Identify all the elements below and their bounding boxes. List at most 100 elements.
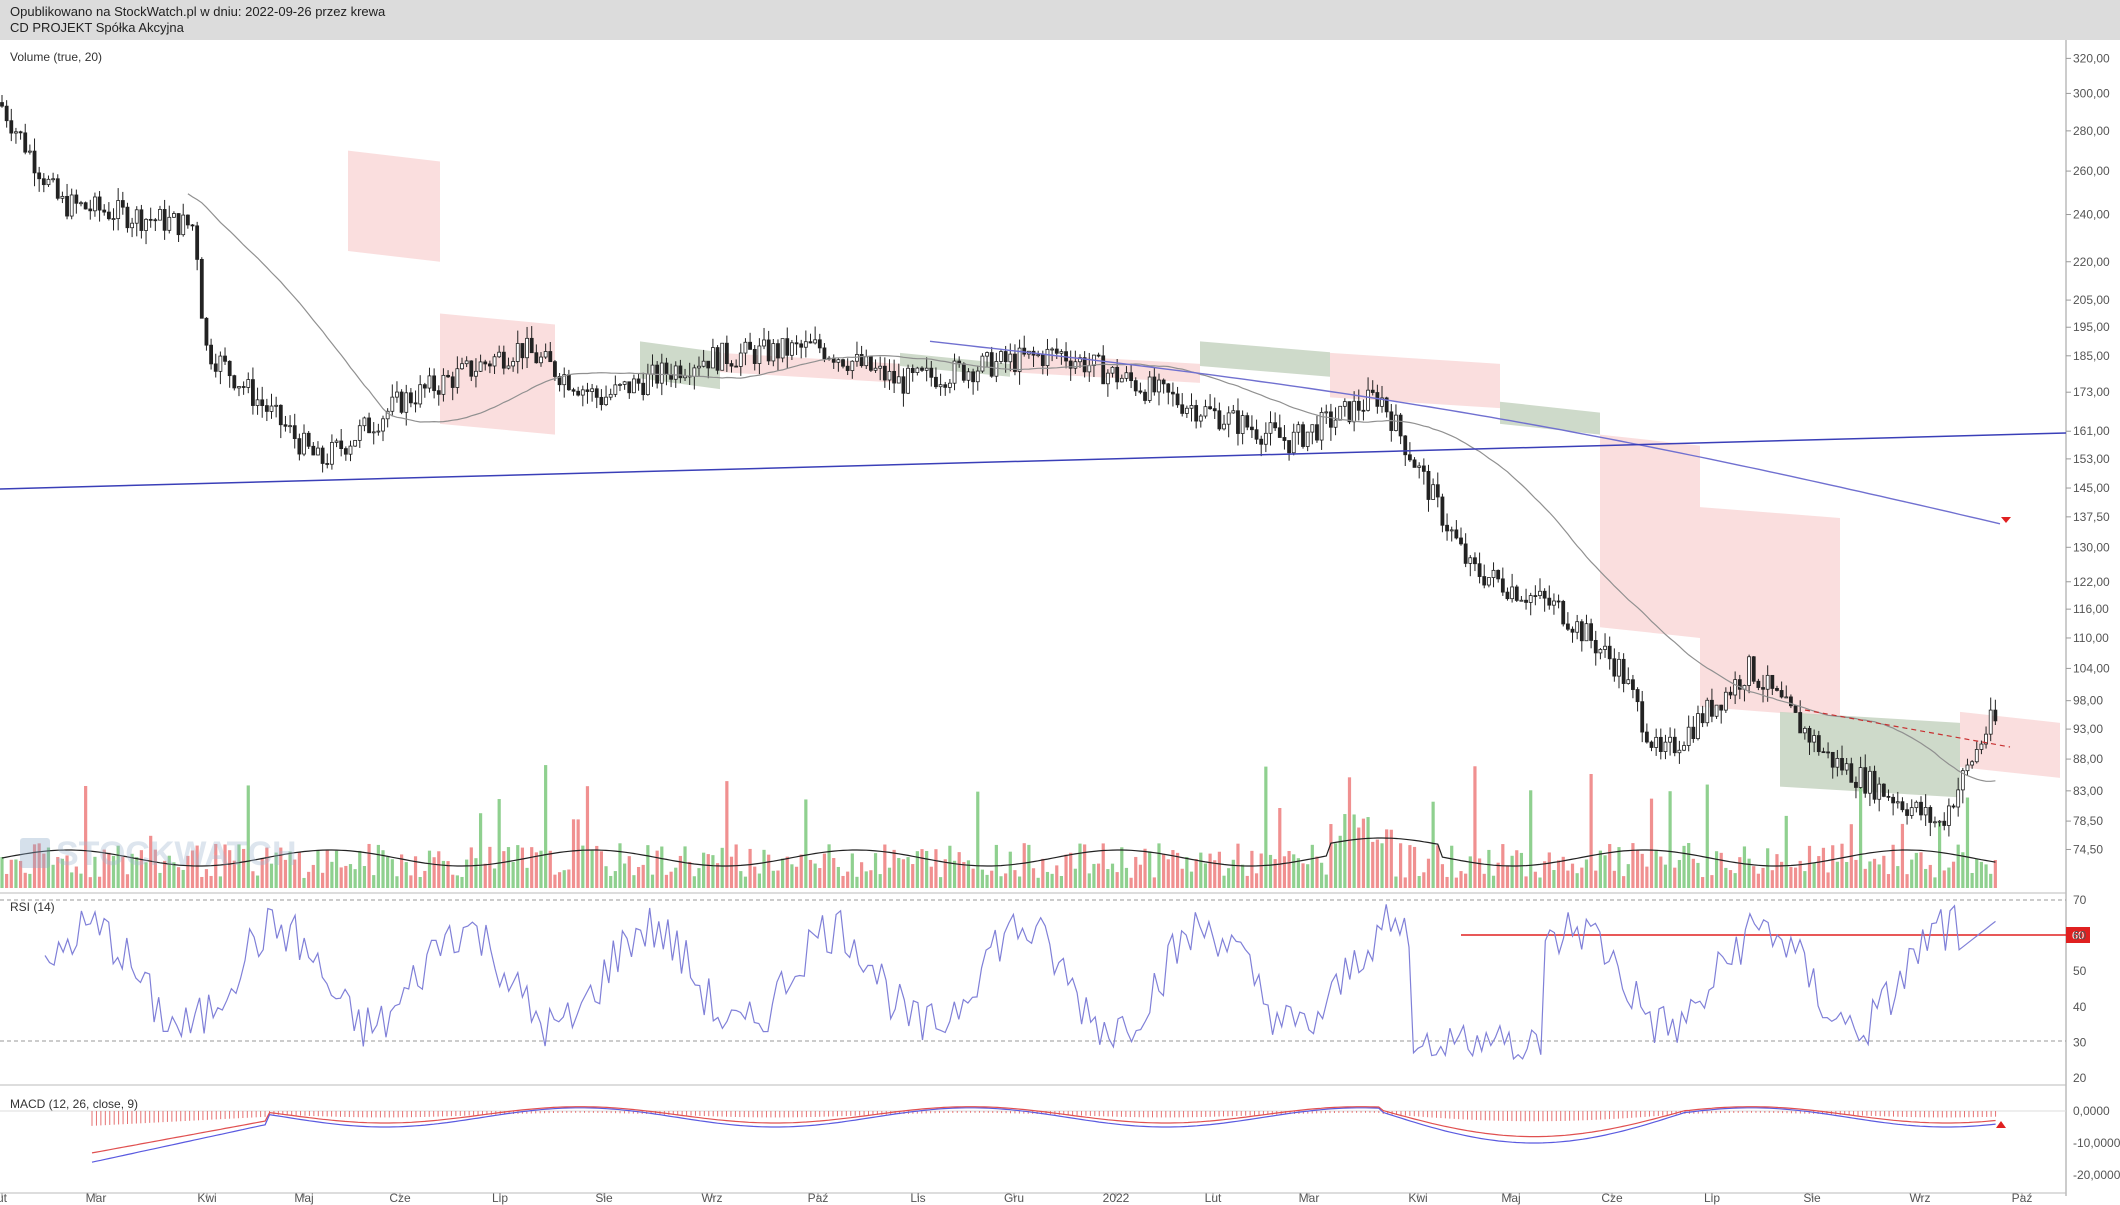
volume-bar: [1487, 849, 1491, 888]
volume-bar: [650, 874, 655, 888]
volume-bar: [130, 853, 134, 888]
candle: [1589, 618, 1594, 649]
cloud-segment: [1780, 711, 1960, 798]
price-tick-label: 116,00: [2073, 602, 2109, 616]
support-trend-line[interactable]: [0, 432, 2067, 490]
time-tick-label: Lut: [1205, 1191, 1222, 1205]
volume-bar: [1073, 868, 1077, 888]
candle: [153, 218, 158, 232]
candle: [297, 433, 302, 461]
volume-bar: [32, 844, 37, 888]
volume-bar: [990, 870, 994, 888]
candle: [790, 339, 794, 361]
volume-bar: [265, 847, 269, 888]
macd-panel-label: MACD (12, 26, close, 9): [10, 1097, 138, 1111]
time-tick-label: Maj: [294, 1191, 313, 1205]
volume-bar: [966, 860, 971, 888]
volume-bar: [1752, 866, 1756, 888]
candle: [1459, 527, 1463, 546]
volume-bar: [1561, 856, 1565, 888]
candle: [23, 123, 28, 155]
volume-bar: [190, 850, 195, 888]
candle: [1431, 478, 1436, 500]
price-tick-label: 78,50: [2073, 814, 2103, 828]
volume-bar: [753, 866, 757, 888]
volume-bar: [1942, 870, 1946, 888]
volume-bar: [1445, 876, 1449, 888]
volume-bar: [925, 850, 929, 888]
volume-bar: [37, 843, 41, 888]
candle: [1644, 723, 1649, 744]
candle: [1477, 552, 1482, 584]
volume-bar: [771, 870, 775, 888]
volume-bar: [757, 873, 761, 888]
volume-bar: [1780, 861, 1784, 888]
candle: [93, 192, 97, 217]
time-tick-label: Lis: [910, 1191, 925, 1205]
candle: [1719, 704, 1724, 724]
candle: [367, 412, 371, 434]
volume-bar: [1278, 808, 1282, 888]
volume-bar: [1213, 860, 1217, 888]
candle: [1603, 633, 1607, 658]
volume-bar: [1547, 852, 1551, 888]
volume-bar: [678, 855, 682, 888]
candle: [460, 357, 464, 370]
price-tick-label: 98,00: [2073, 694, 2103, 708]
candle: [501, 345, 506, 375]
candle: [278, 404, 283, 439]
candle: [269, 393, 274, 419]
candle: [1524, 588, 1528, 610]
volume-bar: [1705, 784, 1709, 888]
cloud-segment: [720, 352, 900, 383]
volume-bar: [242, 848, 246, 888]
candle: [1050, 347, 1055, 362]
volume-bar: [1320, 862, 1324, 888]
candle: [1770, 674, 1775, 696]
candle: [1510, 573, 1515, 603]
candle: [1157, 373, 1161, 406]
candle: [1640, 690, 1645, 743]
volume-bar: [18, 860, 23, 888]
volume-bar: [1222, 875, 1226, 888]
candle: [492, 353, 497, 375]
volume-bar: [962, 862, 966, 888]
volume-bar: [980, 869, 985, 888]
volume-bar: [1468, 856, 1472, 888]
candle: [1909, 799, 1914, 819]
candle: [83, 201, 88, 210]
resistance-dashed-line[interactable]: [1804, 709, 2011, 748]
candle: [1691, 716, 1696, 743]
candle: [302, 424, 306, 457]
candle: [1189, 393, 1194, 422]
candle: [316, 441, 320, 456]
volume-bar: [163, 860, 167, 888]
cloud-segment: [1330, 352, 1500, 409]
candle: [1593, 630, 1598, 666]
candle: [1844, 757, 1849, 775]
volume-bar: [144, 862, 148, 888]
volume-bar: [1622, 876, 1626, 888]
volume-bar: [251, 871, 255, 888]
candle: [1579, 619, 1584, 652]
candle: [1226, 406, 1231, 438]
candle: [1561, 599, 1566, 627]
rsi-panel-label: RSI (14): [10, 900, 55, 914]
time-axis-labels: ut Mar Kwi Maj Cze Lip Sie Wrz Paź Lis Gru 2022 Lut M…: [0, 1191, 2032, 1205]
candle: [432, 368, 437, 399]
volume-bar: [1399, 843, 1403, 888]
candle: [1881, 783, 1886, 798]
candle: [385, 408, 390, 428]
volume-bar: [567, 869, 571, 888]
volume-bar: [1292, 854, 1296, 888]
candle: [348, 440, 353, 462]
volume-bar: [1882, 855, 1886, 888]
volume-bar: [1821, 847, 1826, 888]
price-tick-label: 240,00: [2073, 208, 2110, 222]
volume-bar: [1380, 843, 1384, 888]
volume-bar: [1635, 850, 1640, 888]
volume-bar: [1324, 874, 1328, 888]
candle: [353, 439, 358, 447]
volume-bar: [1129, 877, 1133, 888]
